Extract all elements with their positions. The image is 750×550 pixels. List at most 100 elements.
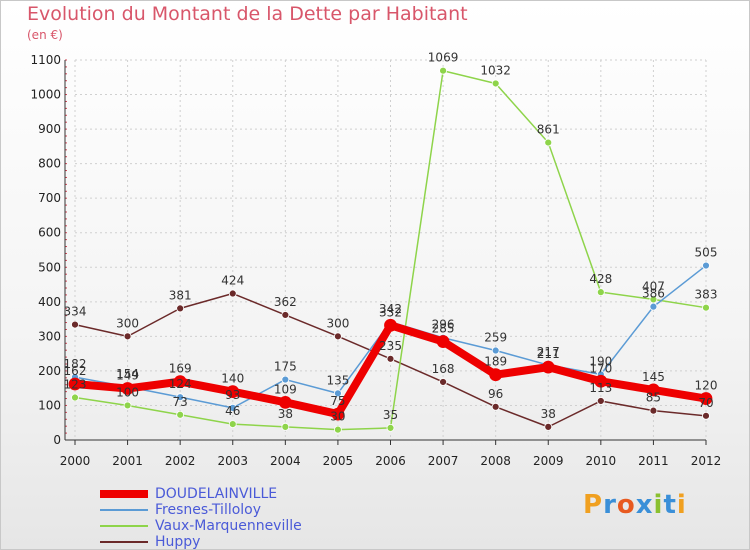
data-point	[281, 311, 290, 319]
data-label: 505	[695, 246, 718, 260]
data-label: 149	[116, 369, 139, 383]
data-label: 1069	[428, 51, 459, 65]
data-label: 169	[169, 362, 192, 376]
data-point	[123, 332, 132, 341]
x-tick-label: 2009	[533, 454, 564, 468]
data-label: 296	[432, 318, 455, 332]
legend-line	[100, 541, 148, 543]
x-tick-label: 2001	[112, 454, 143, 468]
data-label: 383	[695, 288, 718, 302]
legend-label: Huppy	[155, 534, 201, 550]
x-tick-label: 2004	[270, 454, 301, 468]
legend-label: DOUDELAINVILLE	[155, 486, 278, 502]
y-tick-label: 900	[38, 122, 61, 136]
data-label: 70	[698, 396, 713, 410]
data-point	[384, 318, 397, 332]
data-label: 285	[432, 322, 455, 336]
x-tick-label: 2008	[480, 454, 511, 468]
data-point	[331, 407, 345, 421]
data-point	[699, 392, 713, 405]
data-point	[176, 304, 185, 313]
data-label: 120	[695, 379, 718, 393]
data-label: 182	[64, 357, 87, 371]
legend-line	[100, 490, 148, 498]
data-point	[491, 346, 500, 355]
data-label: 35	[383, 408, 398, 422]
data-label: 381	[169, 288, 192, 302]
data-label: 140	[221, 372, 244, 386]
y-tick-label: 1100	[30, 53, 61, 67]
data-label: 300	[326, 316, 349, 330]
data-point	[281, 375, 290, 384]
data-label: 38	[541, 407, 556, 421]
data-label: 30	[330, 410, 345, 424]
data-label: 861	[537, 123, 560, 137]
data-label: 113	[589, 381, 612, 395]
data-label: 75	[330, 394, 345, 408]
data-point	[596, 288, 605, 297]
data-point	[281, 422, 290, 431]
data-point	[541, 360, 555, 374]
data-point	[594, 374, 608, 388]
data-point	[334, 332, 342, 341]
data-label: 386	[642, 287, 665, 301]
chart-subtitle: (en €)	[27, 28, 63, 42]
x-tick-label: 2002	[165, 454, 196, 468]
x-tick-label: 2010	[586, 454, 617, 468]
y-tick-label: 400	[38, 295, 61, 309]
data-label: 38	[278, 407, 293, 421]
data-label: 235	[379, 339, 402, 353]
data-point	[491, 402, 500, 411]
data-label: 46	[225, 404, 240, 418]
y-tick-label: 500	[38, 260, 61, 274]
data-point	[121, 382, 134, 395]
data-point	[173, 375, 187, 389]
data-point	[71, 393, 79, 402]
data-label: 217	[537, 345, 560, 359]
data-label: 175	[274, 360, 297, 374]
x-tick-label: 2007	[428, 454, 459, 468]
data-point	[702, 261, 710, 270]
y-tick-label: 800	[38, 157, 61, 171]
x-tick-label: 2011	[638, 454, 669, 468]
y-tick-label: 300	[38, 329, 61, 343]
data-point	[176, 393, 185, 402]
legend-label: Fresnes-Tilloloy	[155, 502, 262, 518]
data-point	[68, 377, 82, 391]
data-label: 170	[589, 361, 612, 375]
data-label: 332	[379, 305, 402, 319]
data-label: 259	[484, 331, 507, 345]
data-label: 342	[379, 302, 402, 316]
data-point	[228, 420, 237, 429]
data-label: 109	[274, 382, 297, 396]
data-label: 300	[116, 316, 139, 330]
data-label: 154	[116, 367, 139, 381]
data-label: 424	[221, 274, 244, 288]
proxiti-logo: Proxiti	[583, 490, 687, 520]
y-tick-label: 200	[38, 364, 61, 378]
data-point	[491, 79, 500, 88]
data-label: 168	[432, 362, 455, 376]
data-label: 96	[488, 387, 503, 401]
data-point	[649, 406, 658, 415]
data-label: 189	[484, 355, 507, 369]
data-point	[596, 397, 605, 405]
x-tick-label: 2003	[217, 454, 248, 468]
data-label: 428	[589, 272, 612, 286]
data-label: 100	[116, 385, 139, 399]
x-tick-label: 2006	[375, 454, 406, 468]
data-point	[71, 320, 79, 329]
data-point	[123, 401, 132, 410]
data-point	[334, 425, 342, 434]
data-point	[228, 403, 237, 412]
data-point	[386, 424, 395, 432]
data-point	[228, 289, 237, 298]
x-tick-label: 2000	[60, 454, 91, 468]
data-label: 123	[64, 378, 87, 392]
data-point	[544, 138, 553, 147]
data-label: 211	[537, 347, 560, 361]
data-label: 124	[169, 377, 192, 391]
data-point	[176, 410, 185, 419]
